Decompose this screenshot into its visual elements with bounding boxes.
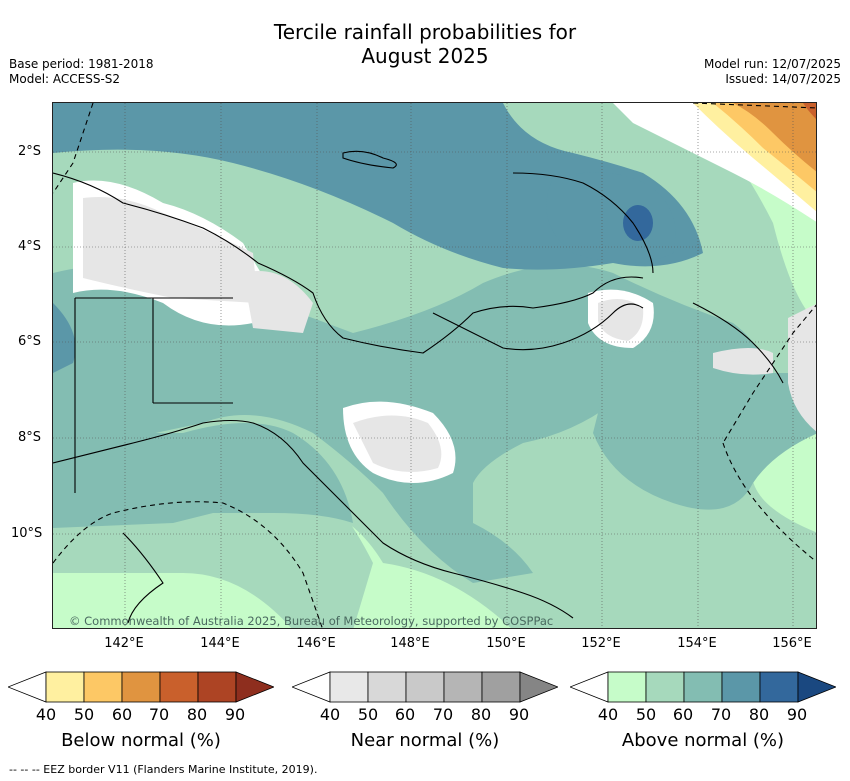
- near-tick-80: 80: [470, 705, 492, 724]
- near-tick-90: 90: [508, 705, 530, 724]
- lon-label-146e: 146°E: [296, 636, 336, 651]
- below-tick-50: 50: [73, 705, 95, 724]
- below-normal-colorbar: [8, 671, 274, 703]
- issued-date: Issued: 14/07/2025: [725, 72, 841, 86]
- new-britain: [432, 303, 644, 351]
- colorbar-segment: [405, 671, 445, 703]
- grey-patch-west: [83, 197, 258, 303]
- eez-borders: [53, 103, 816, 628]
- north-coast: [53, 172, 644, 354]
- new-ireland: [512, 172, 654, 274]
- colorbar-segment: [45, 671, 85, 703]
- map-title: Tercile rainfall probabilities for Augus…: [0, 20, 850, 68]
- province-borders: [74, 297, 233, 493]
- grey-patch-solomons: [788, 304, 816, 432]
- band-60-70-b: [53, 423, 353, 528]
- near-tick-60: 60: [394, 705, 416, 724]
- title-line-1: Tercile rainfall probabilities for: [273, 20, 577, 44]
- eez-footnote: -- -- -- EEZ border V11 (Flanders Marine…: [9, 763, 318, 776]
- colorbar-segment: [759, 671, 799, 703]
- below-normal-label: Below normal (%): [61, 730, 221, 751]
- colorbar-extend-high: [797, 671, 836, 703]
- coastlines: [53, 150, 784, 624]
- colorbar-extend-high: [235, 671, 274, 703]
- base-period: Base period: 1981-2018: [9, 57, 154, 71]
- colorbar-segment: [159, 671, 199, 703]
- colorbar-segment: [481, 671, 521, 703]
- lat-label-8s: 8°S: [18, 430, 42, 445]
- lat-label-10s: 10°S: [11, 526, 43, 541]
- colorbar-extend-low: [292, 671, 331, 703]
- manus: [342, 150, 397, 169]
- copyright-text: © Commonwealth of Australia 2025, Bureau…: [69, 614, 553, 628]
- colorbar-segment: [329, 671, 369, 703]
- below-60-70: [733, 103, 816, 172]
- near-tick-50: 50: [357, 705, 379, 724]
- model-name: Model: ACCESS-S2: [9, 72, 121, 86]
- colorbar-segment: [83, 671, 123, 703]
- below-tick-80: 80: [186, 705, 208, 724]
- meta-right: Model run: 12/07/2025 Issued: 14/07/2025: [704, 57, 841, 87]
- bougainville: [692, 302, 784, 384]
- grey-patch-south: [353, 415, 442, 472]
- near-tick-70: 70: [432, 705, 454, 724]
- lat-label-4s: 4°S: [18, 239, 42, 254]
- band-80-90: [623, 205, 653, 241]
- grey-patch-sepik: [243, 271, 313, 333]
- colorbar-segment: [121, 671, 161, 703]
- lon-label-152e: 152°E: [581, 636, 621, 651]
- probability-map: © Commonwealth of Australia 2025, Bureau…: [52, 102, 817, 629]
- model-run: Model run: 12/07/2025: [703, 57, 841, 71]
- near-tick-40: 40: [319, 705, 341, 724]
- lat-label-6s: 6°S: [18, 334, 42, 349]
- above-tick-40: 40: [597, 705, 619, 724]
- below-70-80: [803, 103, 816, 119]
- above-tick-80: 80: [748, 705, 770, 724]
- lon-label-142e: 142°E: [104, 636, 144, 651]
- grey-patch-newbritain: [598, 299, 644, 341]
- near-normal-colorbar: [292, 671, 558, 703]
- graticule: [53, 103, 816, 628]
- below-tick-90: 90: [224, 705, 246, 724]
- lon-label-144e: 144°E: [200, 636, 240, 651]
- lon-label-150e: 150°E: [486, 636, 526, 651]
- band-60-70-c: [593, 350, 816, 510]
- above-tick-90: 90: [786, 705, 808, 724]
- above-normal-label: Above normal (%): [621, 730, 785, 751]
- colorbar-extend-low: [8, 671, 47, 703]
- colorbar-extend-low: [570, 671, 609, 703]
- lat-label-2s: 2°S: [18, 144, 42, 159]
- below-tick-70: 70: [148, 705, 170, 724]
- band-70-80-c: [53, 303, 76, 373]
- colorbar-segment: [607, 671, 647, 703]
- lon-label-154e: 154°E: [677, 636, 717, 651]
- cape-york: [122, 532, 164, 624]
- above-tick-70: 70: [710, 705, 732, 724]
- title-line-2: August 2025: [361, 44, 489, 68]
- lon-label-156e: 156°E: [772, 636, 812, 651]
- map-svg: © Commonwealth of Australia 2025, Bureau…: [53, 103, 816, 628]
- meta-left: Base period: 1981-2018 Model: ACCESS-S2: [9, 57, 154, 87]
- colorbar-segment: [443, 671, 483, 703]
- above-tick-50: 50: [635, 705, 657, 724]
- colorbar-segment: [197, 671, 237, 703]
- below-tick-60: 60: [111, 705, 133, 724]
- above-normal-colorbar: [570, 671, 836, 703]
- lon-label-148e: 148°E: [390, 636, 430, 651]
- above-tick-60: 60: [672, 705, 694, 724]
- south-coast: [53, 419, 574, 619]
- below-tick-40: 40: [35, 705, 57, 724]
- grey-patch-east: [713, 348, 773, 375]
- band-70-80-a: [53, 103, 703, 270]
- colorbar-extend-high: [519, 671, 558, 703]
- colorbar-segment: [645, 671, 685, 703]
- colorbar-segment: [683, 671, 723, 703]
- near-normal-label: Near normal (%): [350, 730, 500, 751]
- colorbar-segment: [721, 671, 761, 703]
- colorbar-segment: [367, 671, 407, 703]
